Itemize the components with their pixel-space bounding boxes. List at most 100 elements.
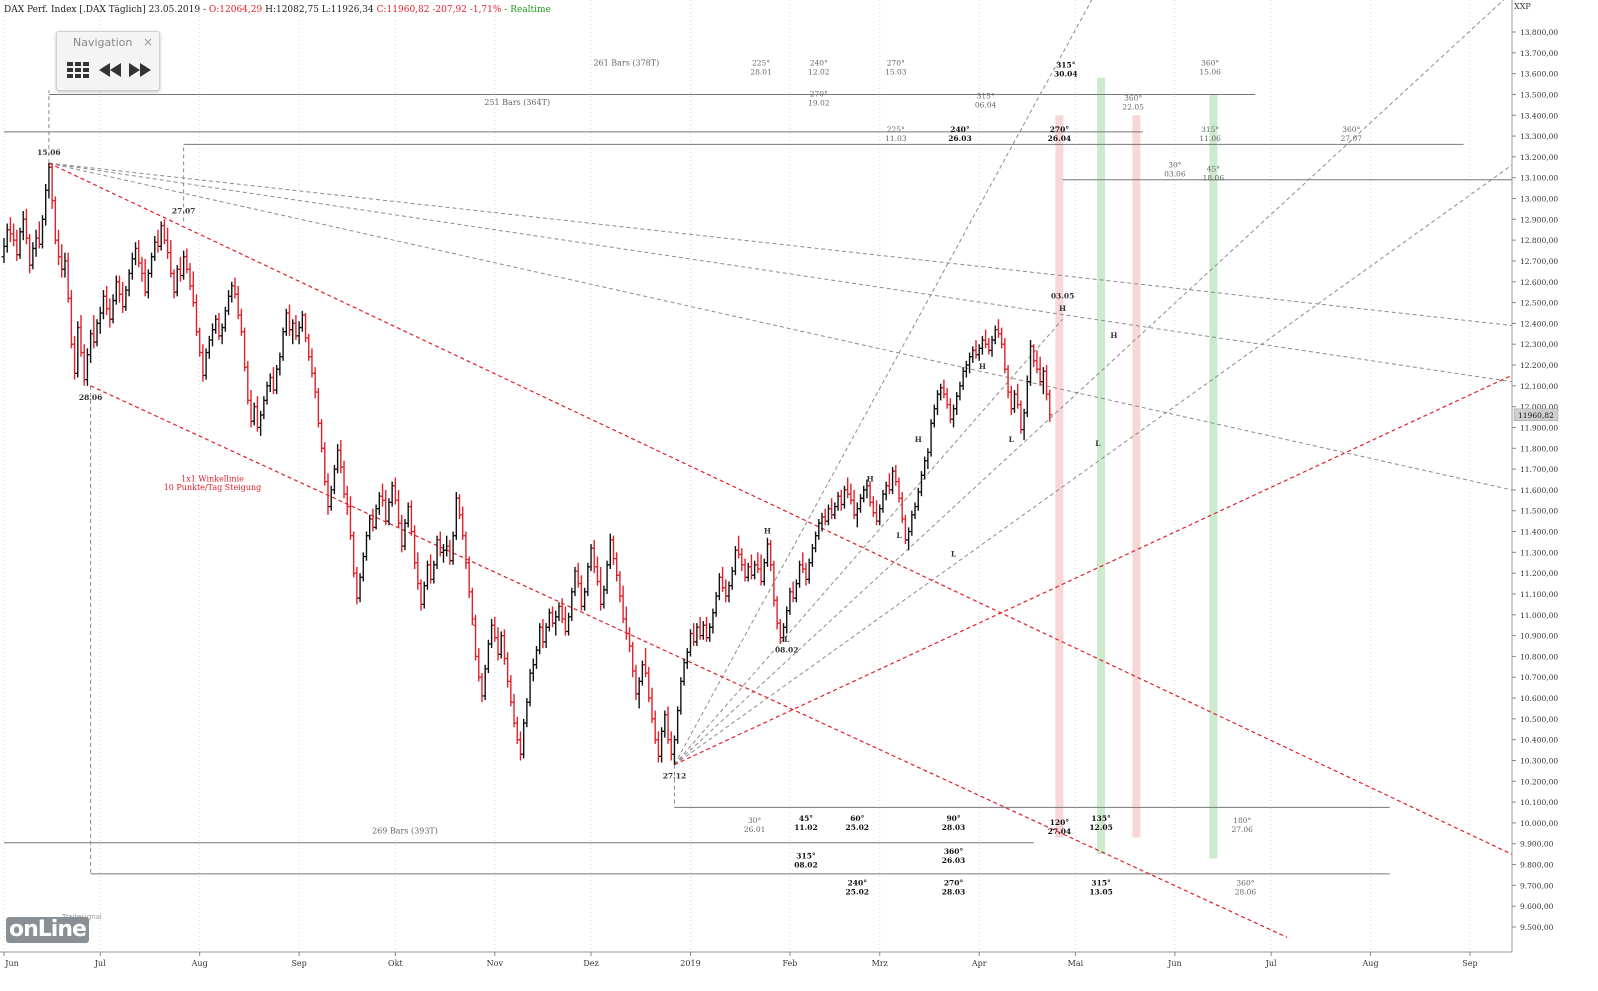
trend-line xyxy=(48,162,1512,855)
ohlc-bar xyxy=(1044,365,1050,401)
gann-date: 13.05 xyxy=(1089,887,1113,896)
rewind-icon[interactable] xyxy=(97,58,123,82)
x-tick-label: Dez xyxy=(583,959,598,968)
y-tick-label: 12.800,00 xyxy=(1520,236,1558,245)
ohlc-bar xyxy=(848,483,854,505)
ohlc-bar xyxy=(550,606,556,628)
ohlc-bar xyxy=(489,618,495,649)
cycle-band xyxy=(1097,77,1106,855)
ohlc-bar xyxy=(7,217,13,243)
gann-date: 25.02 xyxy=(846,887,870,896)
ohlc-bar xyxy=(418,579,424,611)
chart-annotations: 15.0628.0627.0727.12HL08.02HLHLHLH03.05L… xyxy=(37,58,1362,896)
close-icon[interactable]: × xyxy=(142,35,153,49)
chart-annotation: 261 Bars (378T) xyxy=(593,58,659,67)
swing-mark: H xyxy=(764,527,771,536)
ohlc-bar xyxy=(995,319,1001,338)
y-tick-label: 9.700,00 xyxy=(1520,881,1554,890)
y-tick-label: 12.500,00 xyxy=(1520,299,1558,308)
gann-line xyxy=(674,0,1093,765)
ohlc-bar xyxy=(633,664,639,701)
x-tick-label: 2019 xyxy=(680,959,700,968)
instrument-title: DAX Perf. Index [.DAX Täglich] 23.05.201… xyxy=(4,5,209,15)
ohlc-bar xyxy=(229,281,235,303)
y-tick-label: 12.200,00 xyxy=(1520,361,1558,370)
ohlc-bar xyxy=(829,498,835,520)
navigation-title: Navigation xyxy=(73,36,133,49)
ohlc-bar xyxy=(380,483,386,507)
swing-mark: L xyxy=(1009,435,1015,444)
vertical-guides xyxy=(48,90,675,874)
ohlc-bar xyxy=(155,229,161,253)
pivot-label: 27.12 xyxy=(663,772,687,781)
ohlc-bar xyxy=(1,238,7,264)
gann-date: 11.02 xyxy=(794,823,818,832)
ohlc-bar xyxy=(774,596,780,630)
ohlc-bar xyxy=(623,606,629,640)
x-tick-label: Apr xyxy=(971,959,987,968)
ohlc-bar xyxy=(245,360,251,405)
ohlc-bar xyxy=(267,373,273,393)
cycle-band xyxy=(1132,115,1141,838)
chart-annotation: 251 Bars (364T) xyxy=(484,98,550,107)
y-tick-label: 13.300,00 xyxy=(1520,132,1558,141)
y-tick-label: 13.800,00 xyxy=(1520,28,1558,37)
ohlc-bar xyxy=(200,344,206,382)
ohlc-bar xyxy=(450,531,456,565)
ohlc-bar xyxy=(27,233,33,274)
ohlc-bar xyxy=(370,508,376,532)
ohlc-bar xyxy=(376,491,382,515)
ohlc-bar xyxy=(771,560,777,607)
gann-degree: 90° xyxy=(946,814,960,823)
gann-date: 06.04 xyxy=(975,101,997,110)
x-tick-label: Mrz xyxy=(872,959,888,968)
ohlc-bar xyxy=(700,621,706,640)
gann-date: 11.03 xyxy=(885,134,907,143)
ohlc-bar xyxy=(906,527,912,551)
y-tick-label: 12.600,00 xyxy=(1520,278,1558,287)
ohlc-bar xyxy=(999,327,1005,349)
ohlc-bar xyxy=(684,648,690,669)
ohlc-bar xyxy=(59,244,65,278)
ohlc-bar xyxy=(707,623,713,642)
navigation-panel[interactable]: Navigation × xyxy=(56,31,160,91)
y-tick-label: 10.300,00 xyxy=(1520,756,1558,765)
x-tick-label: Jul xyxy=(94,959,106,968)
ohlc-bar xyxy=(242,327,248,372)
ohlc-bar xyxy=(591,539,597,574)
ohlc-bar xyxy=(75,321,81,378)
ohlc-bar xyxy=(694,623,700,647)
gann-degree: 315° xyxy=(1201,125,1219,134)
gann-degree: 360° xyxy=(1342,125,1360,134)
ohlc-bar xyxy=(854,502,860,528)
gann-degree: 360° xyxy=(1124,94,1142,103)
ohlc-bar xyxy=(835,491,841,511)
ohlc-bar xyxy=(97,306,103,334)
grid-icon[interactable] xyxy=(65,58,91,82)
ohlc-bar xyxy=(569,587,575,622)
y-tick-label: 10.900,00 xyxy=(1520,632,1558,641)
gann-date: 08.02 xyxy=(794,860,818,869)
ohlc-bar xyxy=(646,666,652,703)
gann-date: 30.04 xyxy=(1054,69,1078,78)
fast-forward-icon[interactable] xyxy=(127,58,153,82)
ohlc-bar xyxy=(299,310,305,332)
ohlc-bar xyxy=(825,504,831,526)
cycle-bands xyxy=(1055,77,1218,859)
swing-mark: L xyxy=(951,550,957,559)
gann-date: 27.07 xyxy=(1341,134,1363,143)
ohlc-bar xyxy=(20,211,26,241)
ohlc-bar xyxy=(469,587,475,626)
ohlc-bar xyxy=(992,325,998,345)
gann-degree: 60° xyxy=(850,814,864,823)
ohlc-bar xyxy=(347,496,353,540)
ohlc-bar xyxy=(967,352,973,374)
ohlc-bar xyxy=(78,315,84,357)
ohlc-bar xyxy=(582,587,588,611)
gann-degree: 270° xyxy=(944,878,964,887)
ohlc-bar xyxy=(886,473,892,495)
gann-degree: 240° xyxy=(848,878,868,887)
ohlc-bar xyxy=(415,552,421,590)
x-tick-label: Aug xyxy=(191,959,208,968)
